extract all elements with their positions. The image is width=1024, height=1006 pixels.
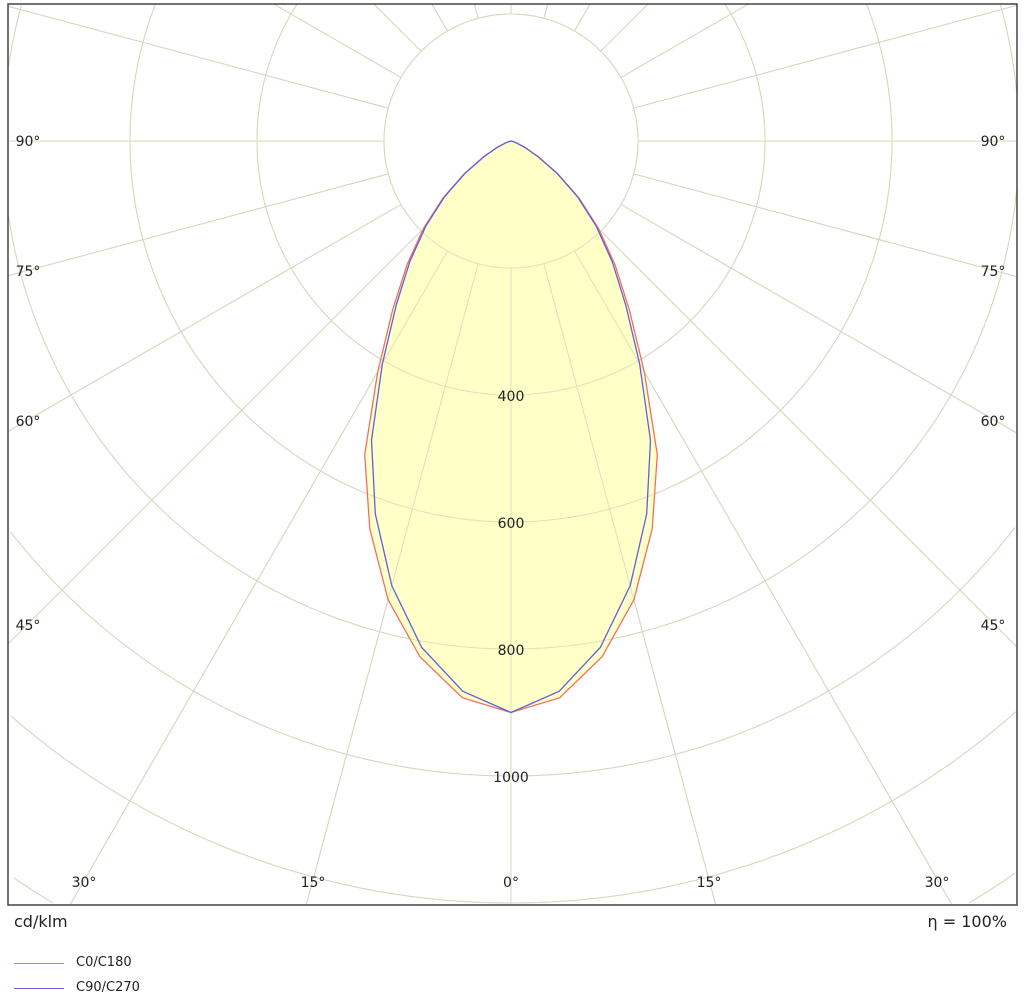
series-line-c90-c270 (370, 140, 652, 714)
radial-gridline-overlay (600, 3, 649, 52)
angle-tick-label: 0° (503, 875, 519, 891)
radial-gridline-overlay (7, 173, 389, 277)
radial-gridline-overlay (305, 263, 479, 906)
angle-tick-label: 60° (16, 414, 41, 430)
angle-tick-label: 45° (16, 618, 41, 634)
ring-gridline-overlay (511, 4, 893, 523)
legend-item-c0: C0/C180 (14, 955, 132, 971)
ring-gridline-overlay (10, 531, 511, 777)
ring-gridline-overlay (1000, 5, 1018, 93)
radial-gridline-overlay (600, 230, 1018, 648)
legend-item-c90: C90/C270 (14, 980, 140, 996)
angle-tick-label: 45° (981, 618, 1006, 634)
angle-tick-label: 60° (981, 414, 1006, 430)
radial-gridline-overlay (7, 5, 389, 109)
legend-swatch-c90 (14, 987, 64, 989)
radial-gridline-overlay (7, 230, 422, 645)
ring-gridline-overlay (511, 189, 1018, 650)
angle-tick-label: 90° (16, 134, 41, 150)
radial-gridline-overlay (7, 204, 402, 432)
radial-gridline-overlay (620, 3, 749, 78)
ring-gridline-overlay (511, 527, 1016, 777)
angle-tick-label: 15° (697, 875, 722, 891)
radial-gridline-overlay (543, 263, 717, 906)
ring-gridline (1000, 5, 1018, 93)
radial-tick-label: 1000 (493, 770, 529, 786)
angle-tick-label: 75° (981, 264, 1006, 280)
legend-label: C90/C270 (76, 980, 140, 995)
radial-gridline-overlay (373, 3, 422, 52)
ring-gridline-overlay (8, 216, 511, 650)
ring-gridline-overlay (10, 715, 511, 904)
radial-tick-label: 600 (498, 516, 525, 532)
radial-gridline-overlay (574, 250, 953, 906)
efficiency-label: η = 100% (927, 912, 1007, 931)
radial-gridline-overlay (431, 3, 448, 32)
angle-tick-label: 30° (72, 875, 97, 891)
angle-tick-label: 90° (981, 134, 1006, 150)
legend-label: C0/C180 (76, 955, 132, 970)
radial-gridline-overlay (633, 173, 1018, 278)
radial-gridline-overlay (633, 4, 1018, 109)
ring-gridline-overlay (511, 4, 766, 396)
radial-gridline-overlay (273, 3, 402, 78)
angle-tick-label: 75° (16, 264, 41, 280)
legend-swatch-c0 (14, 962, 64, 964)
unit-label: cd/klm (14, 912, 68, 931)
radial-gridline-overlay (574, 3, 591, 32)
ring-gridline-overlay (8, 5, 22, 66)
angle-tick-label: 15° (301, 875, 326, 891)
radial-gridline-overlay (620, 204, 1018, 434)
angle-tick-label: 30° (925, 875, 950, 891)
ring-gridline-overlay (256, 4, 511, 396)
ring-gridline-overlay (129, 4, 511, 523)
ring-gridline-overlay (968, 873, 1015, 904)
radial-gridline-overlay (69, 250, 448, 906)
ring-gridline-overlay (13, 877, 54, 904)
radial-tick-label: 800 (498, 643, 525, 659)
radial-gridline-overlay (543, 3, 549, 19)
ring-gridline-overlay (383, 13, 639, 269)
radial-tick-label: 400 (498, 389, 525, 405)
ring-gridline-overlay (511, 711, 1017, 904)
radial-gridline-overlay (473, 3, 479, 19)
plot-frame (7, 3, 1018, 906)
